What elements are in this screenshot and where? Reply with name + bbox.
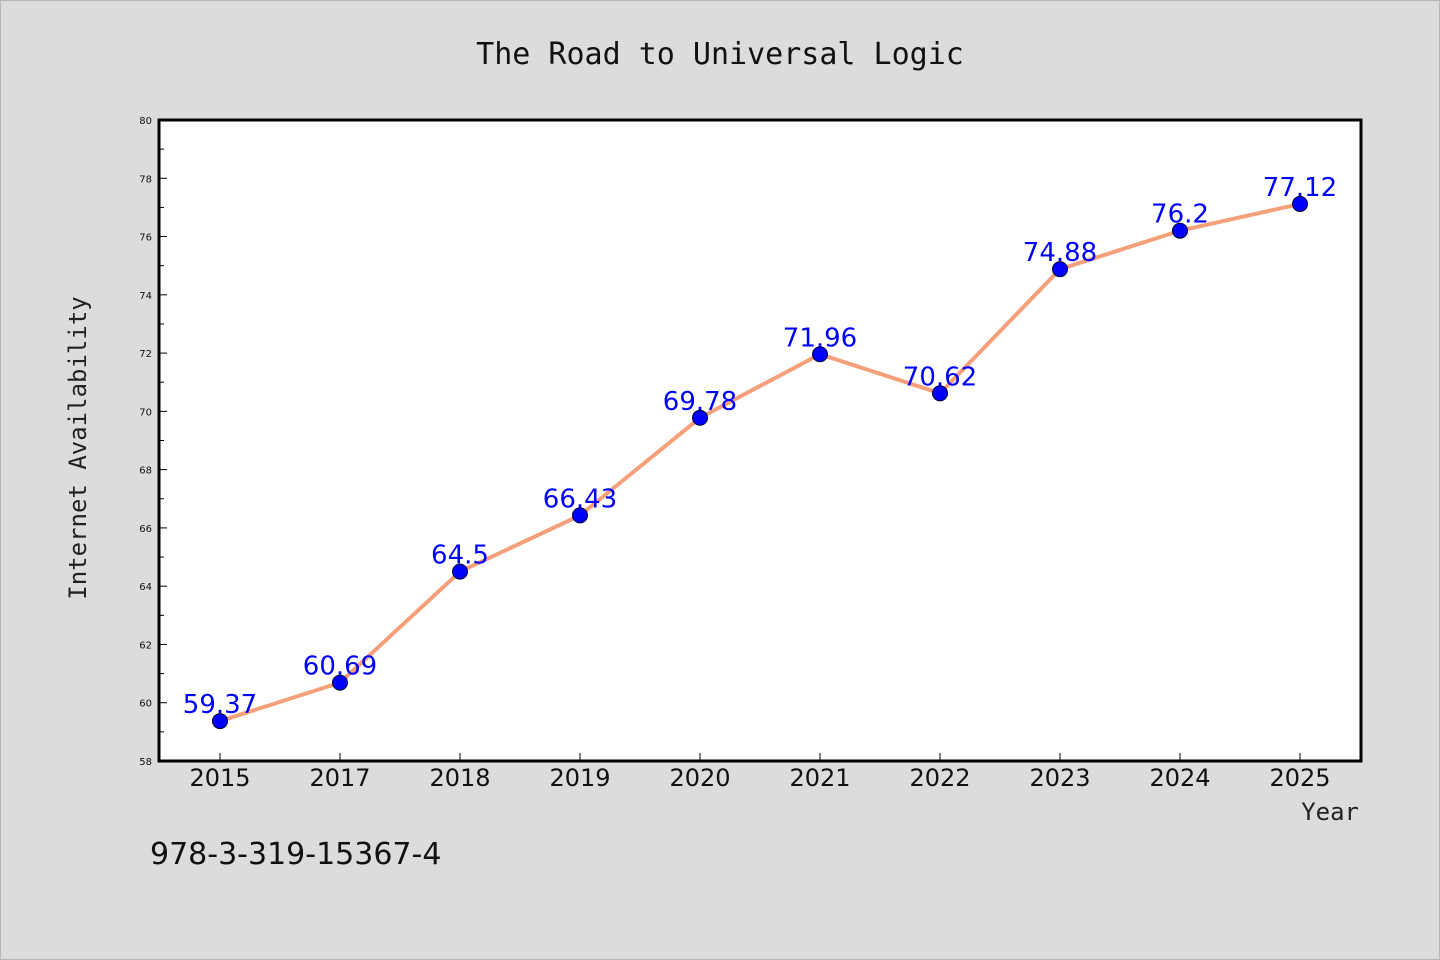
data-markers (212, 195, 1308, 730)
plot-area (157, 118, 1363, 763)
data-label: 77.12 (1263, 173, 1337, 203)
y-axis: 58 60 62 64 66 68 70 72 74 76 78 80 (139, 116, 167, 768)
data-label: 70.62 (903, 362, 977, 392)
data-label: 69.78 (663, 387, 737, 417)
y-tick-label: 70 (139, 407, 152, 418)
data-point (452, 563, 468, 580)
y-tick-label: 62 (139, 640, 152, 651)
data-point (212, 713, 228, 730)
data-point (572, 507, 588, 524)
chart-title: The Road to Universal Logic (476, 37, 964, 72)
data-label: 59.37 (183, 690, 257, 720)
data-point (1172, 222, 1188, 239)
isbn-footer: 978-3-319-15367-4 (150, 837, 441, 872)
data-labels: 59.37 60.69 64.5 66.43 69.78 71.96 70.62 74.88 7… (183, 173, 1337, 720)
x-tick-label: 2020 (669, 764, 730, 792)
y-tick-label: 68 (139, 466, 152, 477)
x-axis: 2015 2017 2018 2019 2020 2021 2022 2023 2024 2025 (189, 753, 1331, 792)
data-point (932, 385, 948, 402)
data-label: 60.69 (303, 652, 377, 682)
y-axis-label: Internet Availability (64, 296, 92, 599)
x-tick-label: 2025 (1269, 764, 1330, 792)
data-point (812, 346, 828, 363)
data-point (692, 409, 708, 426)
x-tick-label: 2019 (549, 764, 610, 792)
x-tick-label: 2024 (1149, 764, 1210, 792)
data-label: 66.43 (543, 484, 617, 514)
data-label: 71.96 (783, 323, 857, 353)
x-tick-label: 2021 (789, 764, 850, 792)
y-tick-label: 80 (139, 116, 152, 127)
data-label: 64.5 (431, 541, 489, 571)
y-tick-label: 76 (139, 233, 152, 244)
y-tick-label: 78 (139, 174, 152, 185)
data-point (332, 674, 348, 691)
data-label: 76.2 (1151, 200, 1209, 230)
x-tick-label: 2015 (189, 764, 250, 792)
y-tick-label: 66 (139, 524, 152, 535)
x-axis-label: Year (1301, 798, 1359, 826)
x-tick-label: 2023 (1029, 764, 1090, 792)
x-tick-label: 2018 (429, 764, 490, 792)
x-tick-label: 2017 (309, 764, 370, 792)
y-tick-label: 58 (139, 757, 152, 768)
y-tick-label: 74 (139, 291, 152, 302)
y-tick-label: 64 (139, 582, 152, 593)
data-label: 74.88 (1023, 238, 1097, 268)
series-line-group (219, 201, 1301, 723)
series-line (219, 201, 1301, 723)
data-point (1052, 261, 1068, 278)
x-tick-label: 2022 (909, 764, 970, 792)
y-tick-label: 72 (139, 349, 152, 360)
data-point (1292, 195, 1308, 212)
y-tick-label: 60 (139, 699, 152, 710)
